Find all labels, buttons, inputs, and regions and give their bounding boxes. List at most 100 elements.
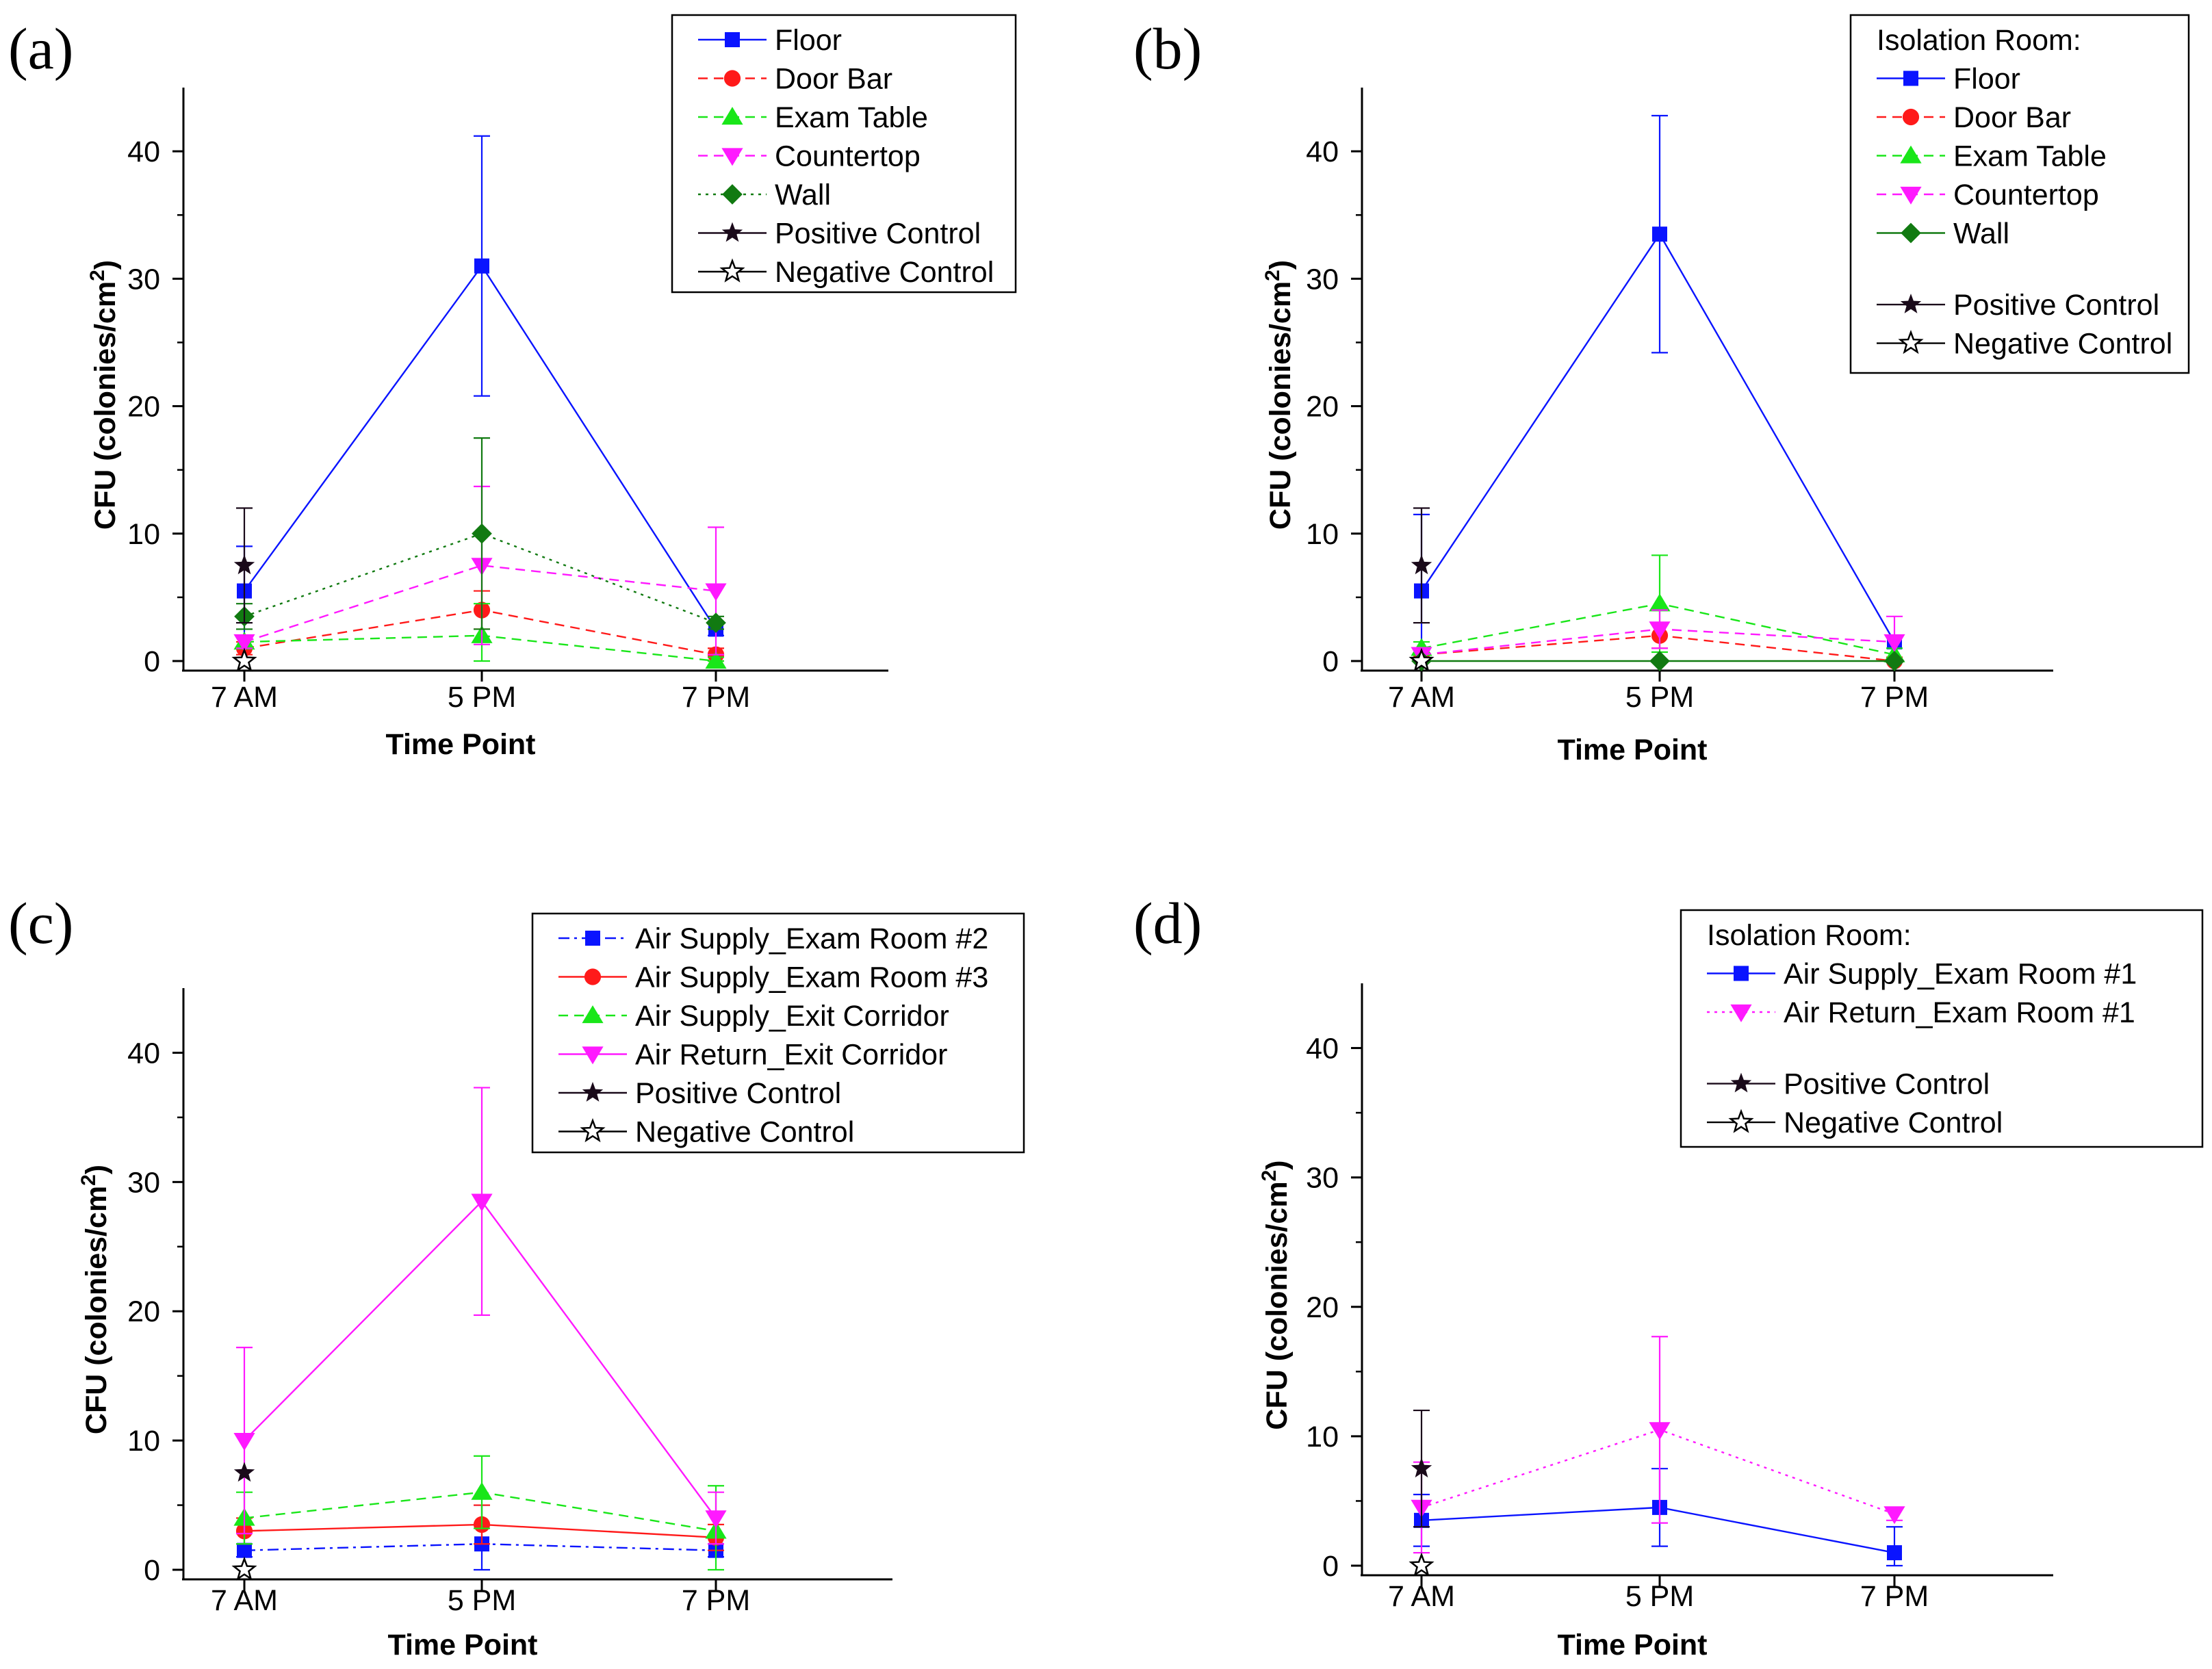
data-point	[1649, 593, 1671, 612]
y-tick-label: 10	[1306, 1421, 1339, 1453]
y-tick-label: 10	[127, 518, 160, 551]
legend-swatch-marker	[585, 931, 600, 946]
legend-item: Floor	[698, 24, 842, 57]
data-point	[1649, 1422, 1671, 1440]
legend-label: Air Supply_Exit Corridor	[635, 1000, 949, 1033]
legend-item: Exam Table	[1877, 140, 2107, 173]
x-tick-label: 7 AM	[1388, 1580, 1455, 1613]
series-line	[1421, 232, 1896, 643]
data-point	[705, 1510, 727, 1529]
data-point	[705, 651, 727, 669]
y-tick-label: 10	[1306, 518, 1339, 551]
legend-label: Exam Table	[1953, 140, 2107, 173]
axes: 0 10 20 30 40 7 AM 5 PM 7 PM	[1306, 88, 2053, 714]
legend-swatch-marker	[1903, 70, 1918, 86]
legend-item: Wall	[1877, 218, 2009, 250]
series-line	[244, 264, 717, 630]
legend-item: Countertop	[698, 140, 921, 173]
x-tick-label: 7 PM	[1860, 681, 1929, 714]
data-point	[472, 523, 492, 544]
series-floor	[1413, 114, 1903, 662]
legend-swatch-marker	[1900, 186, 1922, 205]
legend-item: Wall	[698, 179, 831, 211]
legend-swatch-marker	[1734, 966, 1749, 981]
y-tick-label: 20	[127, 391, 160, 424]
x-tick-label: 7 AM	[211, 681, 278, 714]
y-tick-label: 30	[1306, 263, 1339, 296]
data-point	[1649, 651, 1670, 671]
legend-item: Countertop	[1877, 179, 2099, 211]
legend-swatch-marker	[721, 222, 743, 242]
axes: 0 10 20 30 40 7 AM 5 PM 7 PM	[1306, 983, 2053, 1613]
series-air-supply-exam-room-1	[1413, 1468, 1903, 1567]
panel-label: (a)	[8, 16, 73, 81]
legend: Isolation Room: Floor Door Bar Exam Table Co…	[1849, 14, 2190, 374]
axes: 0 10 20 30 40 7 AM 5 PM 7 PM	[127, 988, 892, 1617]
legend-label: Countertop	[1953, 179, 2099, 211]
legend-label: Negative Control	[1784, 1107, 2003, 1139]
y-tick-label: 0	[144, 1554, 160, 1587]
legend-item: Negative Control	[558, 1116, 854, 1149]
series-negative-control	[231, 1556, 257, 1581]
y-tick-label: 20	[1306, 1291, 1339, 1324]
legend-swatch-marker	[582, 1046, 604, 1065]
y-tick-label: 10	[127, 1425, 160, 1458]
legend-swatch-marker	[1900, 145, 1922, 164]
series-air-supply-exit-corridor	[233, 1455, 727, 1571]
legend-swatch-marker	[725, 32, 740, 47]
legend-swatch-marker	[1900, 294, 1922, 313]
legend-item: Positive Control	[558, 1077, 841, 1110]
legend-swatch-marker	[582, 1005, 604, 1024]
chart-panel-d: (d) 0 10 20 30 40 7 AM 5 PM 7 PM Time Point CFU (c…	[1133, 890, 2204, 1661]
axes: 0 10 20 30 40 7 AM 5 PM 7 PM	[127, 88, 888, 714]
data-point	[1884, 651, 1905, 671]
x-tick-label: 7 PM	[682, 1584, 750, 1617]
series-positive-control	[1411, 507, 1432, 624]
y-tick-label: 0	[1322, 1550, 1339, 1583]
legend-box	[1680, 909, 2204, 1148]
legend-item: Air Return_Exit Corridor	[558, 1039, 947, 1072]
y-tick-label: 30	[1306, 1162, 1339, 1195]
legend-label: Air Supply_Exam Room #2	[635, 922, 988, 955]
series-positive-control	[1411, 1409, 1432, 1528]
x-tick-label: 7 AM	[211, 1584, 278, 1617]
panel-label: (c)	[8, 890, 73, 956]
series-air-return-exit-corridor	[233, 1087, 727, 1545]
legend-label: Wall	[775, 179, 831, 211]
legend-label: Air Return_Exit Corridor	[635, 1039, 947, 1072]
y-tick-label: 40	[127, 1037, 160, 1070]
data-point	[1409, 647, 1435, 672]
x-tick-label: 7 PM	[1860, 1580, 1929, 1613]
data-point	[471, 1482, 493, 1500]
legend-label: Negative Control	[1953, 328, 2172, 361]
chart-panel-b: (b) 0 10 20 30 40 7 AM 5 PM 7 PM Time Point CFU (c…	[1133, 14, 2190, 766]
legend-swatch-marker	[722, 184, 743, 205]
panels-root: (a) 0 10 20 30 40 7 AM 5 PM 7 PM Time Point CFU (c…	[8, 14, 2204, 1661]
legend-label: Negative Control	[635, 1116, 854, 1149]
data-point	[1883, 634, 1905, 652]
data-point	[233, 1432, 255, 1451]
series-door-bar	[235, 590, 725, 663]
data-point	[1883, 1506, 1905, 1525]
legend-item: Floor	[1877, 63, 2020, 96]
series-air-return-exam-room-1	[1411, 1336, 1905, 1554]
x-tick-label: 5 PM	[448, 681, 516, 714]
legend-swatch-marker	[1728, 1109, 1754, 1133]
y-tick-label: 30	[127, 1166, 160, 1199]
legend-item: Air Return_Exam Room #1	[1707, 996, 2135, 1029]
legend-label: Door Bar	[1953, 101, 2071, 134]
x-tick-label: 7 PM	[682, 681, 750, 714]
y-axis-title: CFU (colonies/cm2)	[1258, 1160, 1294, 1429]
series-exam-table	[1411, 554, 1905, 662]
series-negative-control	[1409, 1552, 1435, 1577]
x-axis-title: Time Point	[1557, 734, 1707, 766]
y-tick-label: 30	[127, 263, 160, 296]
y-tick-label: 20	[127, 1295, 160, 1328]
data-point	[705, 583, 727, 601]
legend-label: Air Supply_Exam Room #3	[635, 961, 988, 994]
legend-item: Exam Table	[698, 101, 928, 134]
x-tick-label: 5 PM	[1625, 1580, 1694, 1613]
legend-item: Negative Control	[1877, 328, 2172, 361]
legend-item: Positive Control	[1707, 1068, 1990, 1101]
legend-label: Air Return_Exam Room #1	[1784, 996, 2135, 1029]
